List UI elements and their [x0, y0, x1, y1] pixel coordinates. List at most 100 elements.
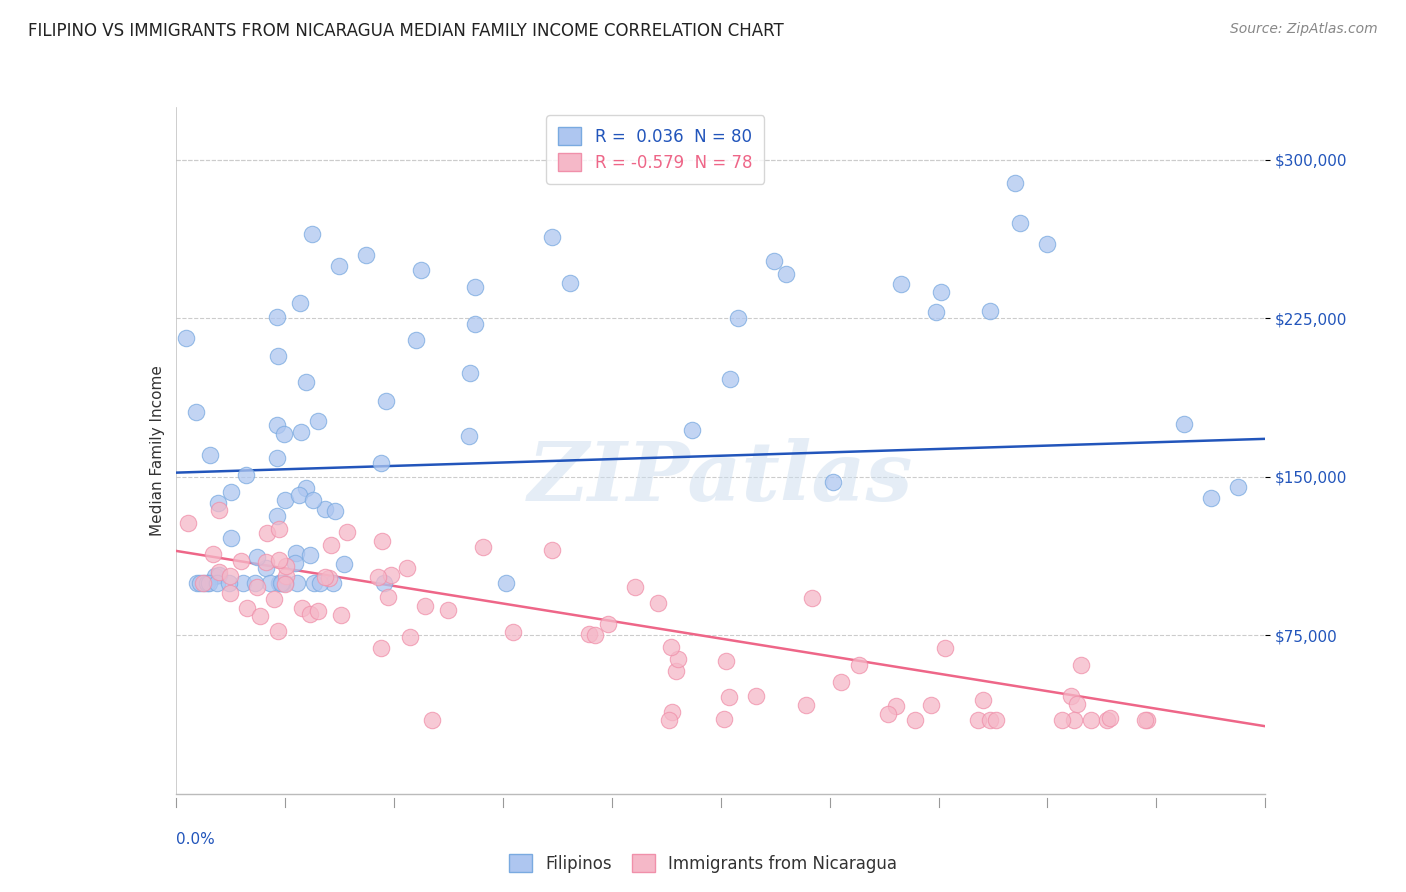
- Point: [409, 262, 432, 277]
- Point: [375, 394, 398, 409]
- Point: [458, 366, 481, 380]
- Point: [208, 503, 231, 517]
- Point: [219, 485, 242, 500]
- Point: [1066, 698, 1088, 712]
- Point: [583, 628, 606, 642]
- Point: [540, 230, 562, 244]
- Point: [318, 571, 340, 585]
- Point: [266, 451, 288, 466]
- Point: [370, 533, 392, 548]
- Point: [1036, 237, 1059, 252]
- Point: [307, 605, 329, 619]
- Point: [314, 502, 336, 516]
- Point: [198, 575, 221, 590]
- Point: [541, 543, 564, 558]
- Point: [285, 575, 308, 590]
- Point: [276, 559, 298, 574]
- Point: [877, 706, 900, 721]
- Point: [367, 569, 389, 583]
- Point: [495, 575, 517, 590]
- Point: [979, 304, 1001, 318]
- Point: [285, 546, 308, 560]
- Point: [929, 285, 952, 299]
- Point: [207, 496, 229, 510]
- Point: [458, 429, 481, 443]
- Point: [299, 548, 322, 562]
- Point: [1060, 689, 1083, 703]
- Point: [925, 305, 948, 319]
- Point: [1173, 417, 1195, 431]
- Point: [396, 560, 419, 574]
- Point: [195, 575, 218, 590]
- Point: [578, 627, 600, 641]
- Point: [204, 569, 226, 583]
- Point: [184, 404, 207, 418]
- Point: [920, 698, 942, 713]
- Point: [558, 276, 581, 290]
- Point: [718, 690, 741, 704]
- Legend: R =  0.036  N = 80, R = -0.579  N = 78: R = 0.036 N = 80, R = -0.579 N = 78: [547, 115, 763, 184]
- Point: [356, 248, 378, 262]
- Point: [207, 568, 229, 582]
- Point: [287, 488, 309, 502]
- Point: [235, 601, 257, 615]
- Point: [1136, 713, 1159, 727]
- Text: FILIPINO VS IMMIGRANTS FROM NICARAGUA MEDIAN FAMILY INCOME CORRELATION CHART: FILIPINO VS IMMIGRANTS FROM NICARAGUA ME…: [28, 22, 785, 40]
- Point: [219, 531, 242, 545]
- Point: [193, 575, 215, 590]
- Y-axis label: Median Family Income: Median Family Income: [149, 365, 165, 536]
- Point: [775, 267, 797, 281]
- Point: [191, 575, 214, 590]
- Point: [718, 372, 741, 386]
- Point: [984, 713, 1007, 727]
- Point: [267, 553, 290, 567]
- Point: [207, 575, 229, 590]
- Point: [831, 675, 853, 690]
- Point: [762, 253, 785, 268]
- Point: [290, 425, 312, 439]
- Point: [186, 575, 208, 590]
- Point: [422, 713, 444, 727]
- Point: [243, 575, 266, 590]
- Point: [266, 509, 288, 524]
- Point: [270, 575, 292, 590]
- Point: [267, 624, 290, 638]
- Point: [713, 712, 735, 726]
- Point: [259, 575, 281, 590]
- Point: [647, 596, 669, 610]
- Point: [1070, 658, 1092, 673]
- Point: [274, 493, 297, 508]
- Point: [246, 580, 269, 594]
- Point: [794, 698, 817, 713]
- Point: [177, 516, 200, 530]
- Point: [309, 575, 332, 590]
- Point: [681, 423, 703, 437]
- Point: [299, 607, 322, 622]
- Point: [307, 415, 329, 429]
- Point: [231, 554, 253, 568]
- Point: [848, 658, 870, 673]
- Point: [1097, 713, 1119, 727]
- Point: [273, 426, 295, 441]
- Point: [314, 570, 336, 584]
- Point: [263, 592, 285, 607]
- Point: [1133, 713, 1156, 727]
- Point: [659, 640, 682, 654]
- Point: [267, 349, 290, 363]
- Point: [727, 311, 749, 326]
- Point: [972, 693, 994, 707]
- Text: 0.0%: 0.0%: [176, 831, 215, 847]
- Point: [270, 575, 292, 590]
- Point: [596, 617, 619, 632]
- Point: [471, 541, 494, 555]
- Point: [1063, 713, 1085, 727]
- Point: [301, 227, 323, 241]
- Point: [377, 590, 399, 604]
- Point: [464, 279, 486, 293]
- Point: [370, 641, 392, 656]
- Point: [208, 565, 231, 579]
- Point: [665, 665, 688, 679]
- Point: [232, 575, 254, 590]
- Point: [302, 575, 325, 590]
- Point: [1098, 711, 1121, 725]
